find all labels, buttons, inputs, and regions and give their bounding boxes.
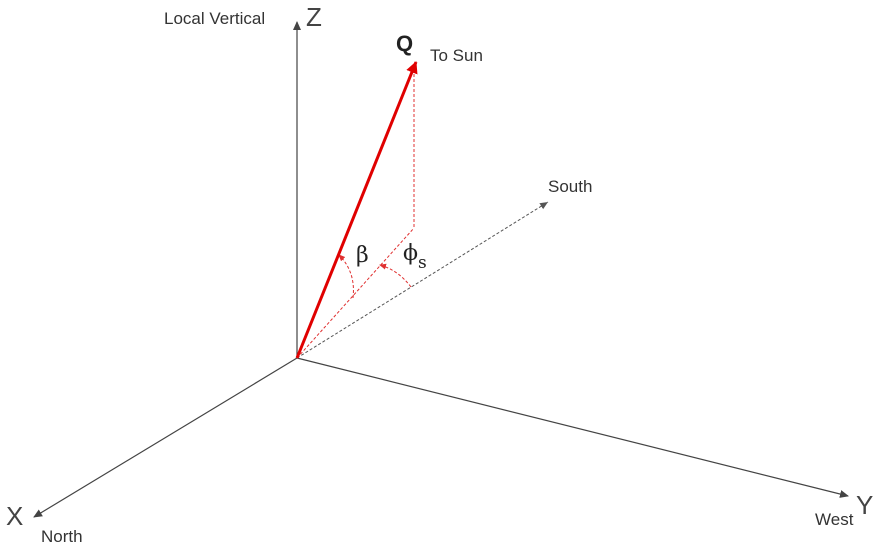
beta-angle-arc xyxy=(338,254,354,299)
x-axis-line xyxy=(33,357,298,518)
y-axis-line xyxy=(296,357,849,498)
projection-line xyxy=(296,227,415,359)
south-label: South xyxy=(548,177,592,196)
west-label: West xyxy=(815,510,854,529)
x-axis-label: X xyxy=(6,501,23,531)
phi-subscript: s xyxy=(418,253,427,273)
local-vertical-label: Local Vertical xyxy=(164,9,265,28)
beta-label: β xyxy=(356,243,369,268)
z-axis-label: Z xyxy=(306,2,322,32)
y-axis-label: Y xyxy=(856,490,873,520)
sun-vector xyxy=(295,61,418,359)
phi-label: ϕ xyxy=(403,241,418,266)
south-line xyxy=(296,201,549,359)
to-sun-label: To Sun xyxy=(430,46,483,65)
q-label: Q xyxy=(396,31,413,56)
phi-angle-arc xyxy=(379,263,412,288)
north-label: North xyxy=(41,527,83,546)
